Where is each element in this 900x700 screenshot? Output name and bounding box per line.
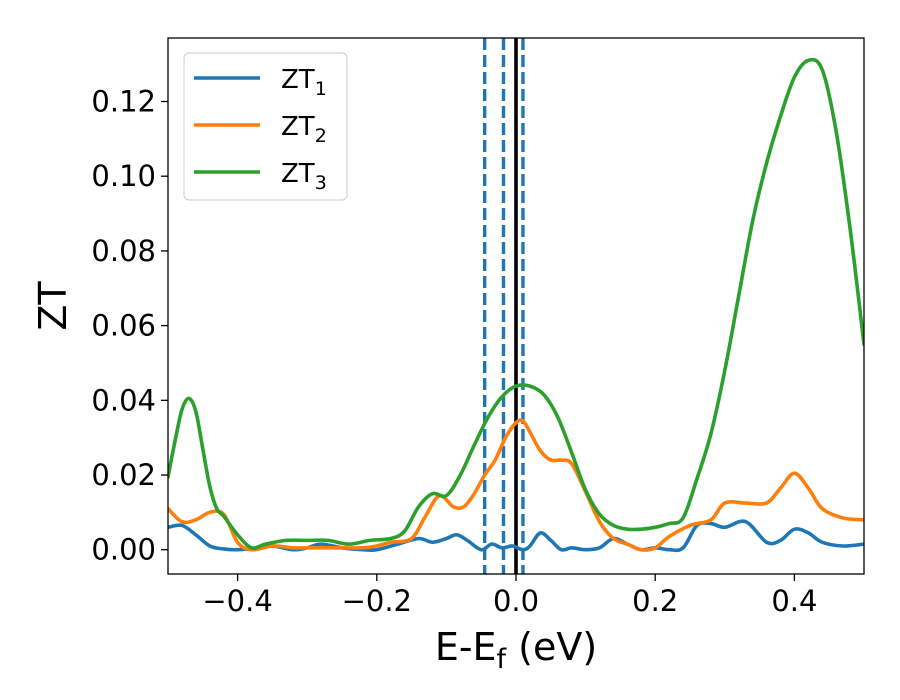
x-axis-label: E-Ef (eV) xyxy=(435,625,597,675)
y-tick-label: 0.08 xyxy=(91,234,156,268)
y-tick-label: 0.00 xyxy=(91,533,156,567)
series-line-zt1 xyxy=(168,519,864,553)
y-tick-label: 0.06 xyxy=(91,309,156,343)
x-tick-label: 0.4 xyxy=(771,584,817,618)
x-tick-label: −0.2 xyxy=(342,584,412,618)
legend: ZT1 ZT2 ZT3 xyxy=(183,52,348,201)
y-axis-ticks: 0.00 0.02 0.04 0.06 0.08 0.10 0.12 xyxy=(91,84,168,567)
legend-label-zt3: ZT3 xyxy=(281,159,327,194)
y-tick-label: 0.12 xyxy=(91,84,156,118)
y-tick-label: 0.02 xyxy=(91,458,156,492)
y-tick-label: 0.10 xyxy=(91,159,156,193)
y-axis-label: ZT xyxy=(31,281,75,331)
legend-label-zt1: ZT1 xyxy=(281,65,327,100)
x-tick-label: 0.0 xyxy=(493,584,539,618)
x-tick-label: 0.2 xyxy=(632,584,678,618)
legend-label-zt2: ZT2 xyxy=(281,112,327,147)
vertical-reference-lines xyxy=(482,38,525,574)
x-axis-ticks: −0.4 −0.2 0.0 0.2 0.4 xyxy=(202,574,817,618)
series-line-zt3 xyxy=(168,57,864,550)
series-layer xyxy=(168,57,864,553)
y-tick-label: 0.04 xyxy=(91,383,156,417)
legend-box xyxy=(183,52,348,201)
x-tick-label: −0.4 xyxy=(202,584,272,618)
series-line-zt2 xyxy=(168,418,864,552)
